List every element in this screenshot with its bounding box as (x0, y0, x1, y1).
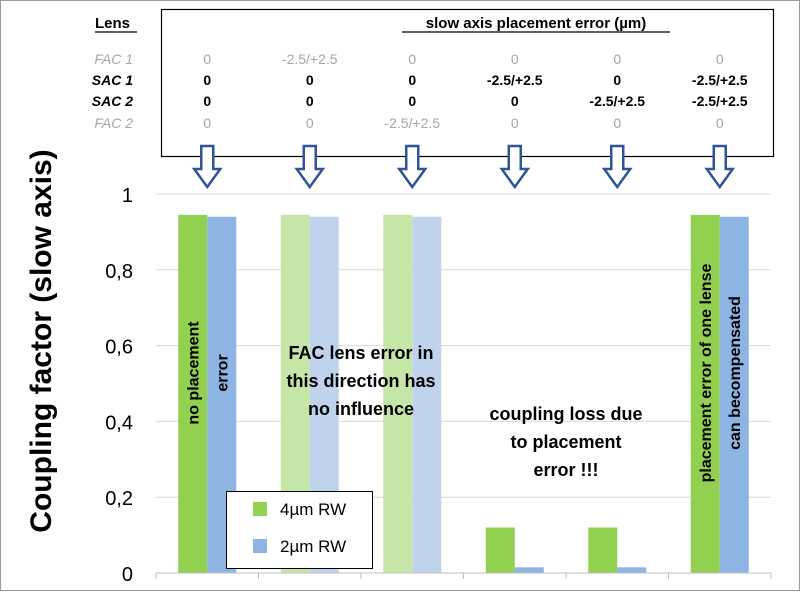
lens-header: Lens (95, 15, 130, 32)
bar-2um-5 (617, 567, 647, 573)
legend-swatch (253, 539, 267, 553)
bar-4um-1 (178, 214, 208, 573)
annotation-vertical: no placement error (185, 321, 231, 425)
annotation-line: no influence (308, 399, 414, 419)
y-axis-label: Coupling factor (slow axis) (25, 149, 58, 532)
annotation-line: error (214, 354, 231, 391)
table-cell: 0 (408, 51, 416, 67)
table-cell: 0 (716, 51, 724, 67)
table-cell: -2.5/+2.5 (692, 93, 748, 109)
table-cell: 0 (203, 51, 211, 67)
table-cell: 0 (716, 115, 724, 131)
table-cell: 0 (613, 72, 621, 88)
table-row-name: FAC 1 (94, 51, 133, 67)
table-title: slow axis placement error (µm) (426, 15, 646, 32)
y-tick-label: 0,8 (105, 261, 133, 283)
y-tick-label: 1 (122, 185, 133, 207)
arrows (191, 144, 736, 190)
table-cell: 0 (511, 51, 519, 67)
y-tick-label: 0,2 (105, 488, 133, 510)
table-cell: -2.5/+2.5 (589, 93, 645, 109)
table-cell: -2.5/+2.5 (282, 51, 338, 67)
annotation-line: to placement (510, 432, 621, 452)
down-arrow-icon (704, 144, 736, 190)
annotation-line: no placement (185, 321, 202, 425)
bar-2um-3 (412, 216, 442, 574)
table-cell: 0 (408, 72, 416, 88)
annotation-line: FAC lens error in (288, 343, 433, 363)
bar-4um-6 (690, 214, 720, 573)
bar-4um-5 (588, 527, 618, 573)
down-arrow-icon (191, 144, 223, 190)
annotation-line: error !!! (533, 460, 598, 480)
table-cell: 0 (203, 93, 211, 109)
table-cell: 0 (408, 93, 416, 109)
annotation-line: placement error of one lense (698, 264, 715, 483)
y-tick-label: 0 (122, 564, 133, 586)
table-cell: 0 (203, 72, 211, 88)
placement-table: Lens slow axis placement error (µm) FAC 1 0… (92, 8, 775, 158)
table-cell: -2.5/+2.5 (487, 72, 543, 88)
gridlines (156, 193, 771, 498)
table-cell: 0 (613, 115, 621, 131)
annotation-line: coupling loss due (489, 404, 642, 424)
bar-2um-4 (514, 567, 544, 573)
annotation-vertical: placement error of one lense can becompen… (698, 264, 744, 483)
annotation-line: can becompensated (727, 296, 744, 450)
legend-swatch (253, 502, 267, 516)
bar-4um-3 (383, 214, 413, 573)
table-cell: 0 (511, 93, 519, 109)
table-cell: 0 (511, 115, 519, 131)
axes: 0 0,2 0,4 0,6 0,8 1 (105, 185, 772, 586)
table-cell: -2.5/+2.5 (384, 115, 440, 131)
bar-4um-4 (485, 527, 515, 573)
annotation-horizontal: FAC lens error in this direction has no in… (286, 343, 435, 419)
legend: 4µm RW 2µm RW (226, 491, 373, 569)
y-tick-label: 0,4 (105, 412, 133, 434)
table-row-name: SAC 1 (92, 72, 133, 88)
down-arrow-icon (294, 144, 326, 190)
annotation-line: this direction has (286, 371, 435, 391)
legend-label: 4µm RW (280, 500, 346, 519)
annotations: no placement error FAC lens error in this d… (185, 264, 744, 483)
table-box (160, 8, 775, 158)
table-cell: 0 (613, 51, 621, 67)
table-cell: 0 (203, 115, 211, 131)
y-tick-label: 0,6 (105, 337, 133, 359)
table-cell: 0 (306, 72, 314, 88)
down-arrow-icon (396, 144, 428, 190)
bar-2um-6 (719, 216, 749, 574)
annotation-horizontal: coupling loss due to placement error !!! (489, 404, 642, 480)
table-cell: 0 (306, 115, 314, 131)
table-row-name: SAC 2 (92, 93, 133, 109)
legend-label: 2µm RW (280, 537, 346, 556)
down-arrow-icon (601, 144, 633, 190)
legend-box (226, 491, 373, 569)
table-cell: -2.5/+2.5 (692, 72, 748, 88)
table-row-name: FAC 2 (94, 115, 133, 131)
down-arrow-icon (499, 144, 531, 190)
table-cell: 0 (306, 93, 314, 109)
